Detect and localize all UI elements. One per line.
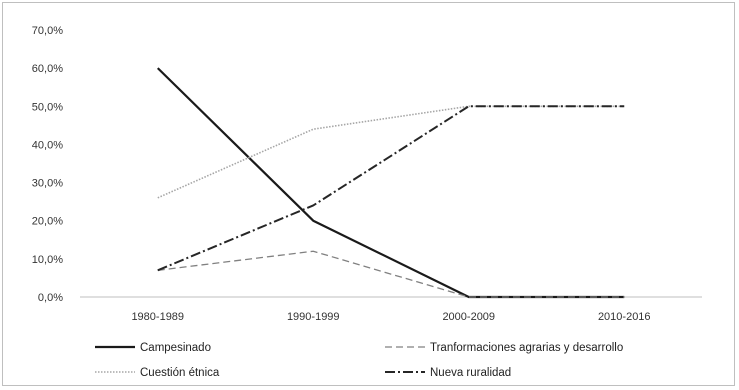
y-axis: 0,0% 10,0% 20,0% 30,0% 40,0% 50,0% 60,0% 70,0% bbox=[32, 25, 63, 304]
x-tick-label: 2000-2009 bbox=[442, 311, 495, 323]
y-tick-label: 20,0% bbox=[32, 216, 63, 228]
legend-label-0: Campesinado bbox=[140, 342, 211, 354]
y-tick-label: 60,0% bbox=[32, 63, 63, 75]
series-layer bbox=[156, 67, 625, 299]
x-tick-label: 1990-1999 bbox=[287, 311, 340, 323]
y-tick-label: 40,0% bbox=[32, 139, 63, 151]
series-line-0 bbox=[156, 67, 625, 299]
legend: Campesinado Tranformaciones agrarias y de… bbox=[95, 342, 623, 379]
series-line-3 bbox=[157, 105, 625, 272]
series-line-2 bbox=[157, 105, 625, 199]
y-tick-label: 10,0% bbox=[32, 254, 63, 266]
x-tick-label: 1980-1989 bbox=[131, 311, 184, 323]
legend-label-3: Nueva ruralidad bbox=[430, 367, 511, 379]
y-tick-label: 70,0% bbox=[32, 25, 63, 37]
y-tick-label: 30,0% bbox=[32, 178, 63, 190]
series-line-1 bbox=[157, 250, 625, 298]
legend-label-2: Cuestión étnica bbox=[140, 367, 220, 379]
x-tick-label: 2010-2016 bbox=[598, 311, 651, 323]
chart-frame bbox=[2, 2, 735, 386]
y-tick-label: 0,0% bbox=[38, 292, 63, 304]
legend-label-1: Tranformaciones agrarias y desarrollo bbox=[430, 342, 623, 354]
y-tick-label: 50,0% bbox=[32, 101, 63, 113]
x-axis: 1980-1989 1990-1999 2000-2009 2010-2016 bbox=[80, 296, 702, 323]
